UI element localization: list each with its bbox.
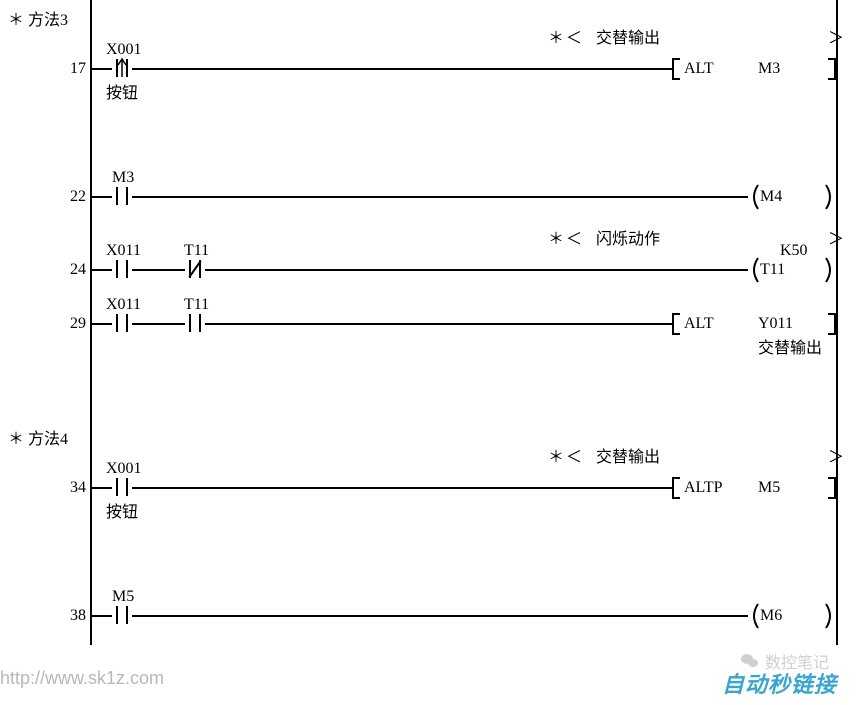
rung24-seg2 — [132, 269, 185, 271]
contact-m3-r22 — [112, 186, 132, 206]
comment2-gt: ＞ — [828, 225, 844, 249]
rung34-seg2 — [132, 487, 672, 489]
contact-m5-r38 — [112, 605, 132, 625]
comment1-text: 交替输出 — [596, 24, 660, 48]
label-x001-r34: X001 — [106, 460, 142, 478]
label-m5-r38: M5 — [112, 588, 134, 606]
box-r-r29 — [828, 313, 836, 335]
rung22-seg1 — [90, 196, 112, 198]
left-rail-m4 — [90, 424, 92, 645]
label-t11-r24: T11 — [184, 242, 209, 260]
comment3-star: ＊ — [548, 443, 564, 467]
box-dst-r34: M5 — [758, 479, 780, 497]
rung38-seg2 — [132, 615, 748, 617]
rung17-seg1 — [90, 68, 112, 70]
desc-x001-r17: 按钮 — [106, 79, 138, 103]
rung-num-17: 17 — [66, 60, 86, 78]
rung34-seg1 — [90, 487, 112, 489]
label-x001-r17: X001 — [106, 41, 142, 59]
rung29-seg2 — [132, 323, 185, 325]
comment3-gt: ＞ — [828, 443, 844, 467]
rung29-seg1 — [90, 323, 112, 325]
rung-num-24: 24 — [66, 261, 86, 279]
pulse-arrow-r17 — [117, 57, 127, 79]
box-desc-r29: 交替输出 — [758, 334, 822, 358]
preset-k50-r24: K50 — [780, 242, 808, 260]
rung24-seg3 — [205, 269, 748, 271]
box-r-r17 — [828, 58, 836, 80]
comment3-text: 交替输出 — [596, 443, 660, 467]
rung22-seg2 — [132, 196, 748, 198]
box-dst-r17: M3 — [758, 60, 780, 78]
label-m3-r22: M3 — [112, 169, 134, 187]
box-op-r29: ALT — [684, 315, 714, 333]
comment2-star: ＊ — [548, 225, 564, 249]
coil-l-r38 — [748, 603, 760, 629]
rung-num-34: 34 — [66, 479, 86, 497]
method3-label: ＊ 方法3 — [8, 6, 68, 30]
box-l-r29 — [672, 313, 680, 335]
box-dst-r29: Y011 — [758, 315, 793, 333]
comment1-star: ＊ — [548, 24, 564, 48]
coil-l-r24 — [748, 257, 760, 283]
box-l-r34 — [672, 477, 680, 499]
rung-num-38: 38 — [66, 607, 86, 625]
comment1-lt: ＜ — [566, 24, 582, 48]
right-rail-m3 — [836, 0, 838, 424]
box-r-r34 — [828, 477, 836, 499]
comment1-gt: ＞ — [828, 24, 844, 48]
coil-addr-r22: M4 — [760, 188, 782, 206]
desc-x001-r34: 按钮 — [106, 498, 138, 522]
ladder-diagram: ＊ 方法3 ＊ ＜ 交替输出 ＞ 17 X001 按钮 ALT M3 22 M3… — [0, 0, 859, 705]
rung-num-22: 22 — [66, 188, 86, 206]
label-t11-r29: T11 — [184, 296, 209, 314]
method4-label: ＊ 方法4 — [8, 425, 68, 449]
comment2-text: 闪烁动作 — [596, 225, 660, 249]
contact-x001-r34 — [112, 477, 132, 497]
label-x011-r29: X011 — [106, 296, 141, 314]
contact-t11-nc-r24 — [185, 259, 205, 279]
coil-l-r22 — [748, 184, 760, 210]
coil-r-r22 — [824, 184, 836, 210]
comment3-lt: ＜ — [566, 443, 582, 467]
box-op-r34: ALTP — [684, 479, 723, 497]
watermark-url: http://www.sk1z.com — [0, 668, 164, 689]
box-op-r17: ALT — [684, 60, 714, 78]
rung29-seg3 — [205, 323, 672, 325]
rung-num-29: 29 — [66, 315, 86, 333]
coil-r-r24 — [824, 257, 836, 283]
coil-addr-r24: T11 — [760, 261, 785, 279]
left-rail-m3 — [90, 0, 92, 424]
comment2-lt: ＜ — [566, 225, 582, 249]
rung17-seg2 — [132, 68, 672, 70]
rung38-seg1 — [90, 615, 112, 617]
rung24-seg1 — [90, 269, 112, 271]
coil-addr-r38: M6 — [760, 607, 782, 625]
watermark-brand: 自动秒链接 — [722, 667, 837, 699]
contact-x011-r24 — [112, 259, 132, 279]
contact-t11-no-r29 — [185, 313, 205, 333]
box-l-r17 — [672, 58, 680, 80]
contact-x011-r29 — [112, 313, 132, 333]
label-x011-r24: X011 — [106, 242, 141, 260]
coil-r-r38 — [824, 603, 836, 629]
